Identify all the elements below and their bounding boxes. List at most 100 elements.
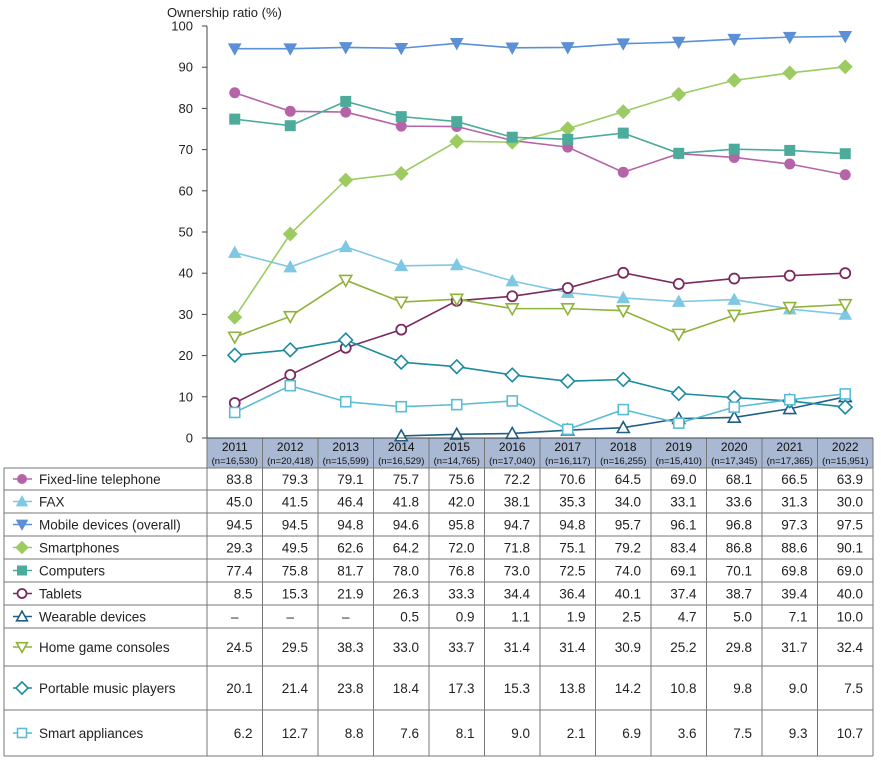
y-tick-label: 20 <box>179 348 193 363</box>
year-label: 2015 <box>443 440 470 454</box>
legend-label-smartphones: Smartphones <box>39 541 120 556</box>
table-cell-value: 30.9 <box>615 640 641 655</box>
table-cell-value: 86.8 <box>726 541 752 556</box>
data-point-tablets <box>839 267 852 280</box>
data-point-smartphones <box>560 121 576 137</box>
sample-size-label: (n=16,530) <box>212 456 258 467</box>
table-cell-value: 2.1 <box>567 726 586 741</box>
table-cell-value: 33.7 <box>448 640 474 655</box>
data-point-smartphones <box>449 133 465 149</box>
sample-size-label: (n=14,765) <box>434 456 480 467</box>
table-cell-value: 3.6 <box>678 726 697 741</box>
year-label: 2018 <box>610 440 637 454</box>
data-point-mobile-devices-overall <box>283 43 298 56</box>
table-cell-value: 9.0 <box>789 681 808 696</box>
y-tick-label: 100 <box>171 19 193 34</box>
table-cell-value: 83.4 <box>670 541 697 556</box>
table-cell-value: 69.0 <box>837 564 863 579</box>
data-point-tablets <box>284 369 297 381</box>
data-point-portable-music-players <box>559 373 576 390</box>
data-point-tablets <box>561 282 574 294</box>
table-cell-value: 95.7 <box>615 518 641 533</box>
y-tick-label: 30 <box>179 307 193 322</box>
data-point-fixed-line-telephone <box>617 166 629 178</box>
data-point-computers <box>284 120 296 132</box>
data-point-smartphones <box>615 104 631 120</box>
sample-size-label: (n=15,410) <box>656 456 702 467</box>
table-cell-value: 23.8 <box>337 681 363 696</box>
data-point-fax <box>671 294 686 307</box>
series-line-fax <box>234 245 846 316</box>
table-cell-value: 33.0 <box>393 640 419 655</box>
table-cell-value: 64.2 <box>393 541 419 556</box>
table-cell-value: 29.5 <box>282 640 308 655</box>
table-cell-value: 7.1 <box>789 610 808 625</box>
table-cell-value: 31.4 <box>504 640 531 655</box>
table-cell-value: 41.8 <box>393 495 419 510</box>
table-cell-value: 7.5 <box>844 681 863 696</box>
table-cell-value: 94.5 <box>226 518 252 533</box>
data-point-computers <box>673 147 685 159</box>
table-cell-value: 77.4 <box>226 564 253 579</box>
data-point-mobile-devices-overall <box>394 42 409 56</box>
legend-label-fax: FAX <box>39 495 65 510</box>
y-tick-label: 70 <box>179 142 193 157</box>
data-point-tablets <box>672 278 685 290</box>
legend-marker-smartphones <box>15 540 29 555</box>
y-tick-label: 40 <box>179 266 193 281</box>
y-tick-label: 80 <box>179 101 193 116</box>
data-point-fax <box>616 290 631 304</box>
table-cell-value: 71.8 <box>504 541 530 556</box>
sample-size-label: (n=16,255) <box>600 456 646 467</box>
year-label: 2011 <box>222 440 248 454</box>
table-cell-value: 96.1 <box>670 518 696 533</box>
data-point-smart-appliances <box>672 417 685 429</box>
table-cell-value: 42.0 <box>448 495 474 510</box>
table-cell-value: 37.4 <box>670 587 697 602</box>
data-point-fax <box>227 245 242 258</box>
data-point-portable-music-players <box>393 354 410 371</box>
table-cell-value: 69.8 <box>781 564 807 579</box>
series-line-mobile-devices-overall <box>234 35 846 50</box>
data-point-fax <box>394 258 409 272</box>
data-point-smart-appliances <box>228 406 241 419</box>
data-point-mobile-devices-overall <box>505 42 520 55</box>
table-cell-value: 81.7 <box>337 564 363 579</box>
year-label: 2014 <box>388 440 415 454</box>
legend-label-tablets: Tablets <box>39 587 82 602</box>
data-point-home-game-consoles <box>837 298 853 313</box>
table-cell-value: 31.4 <box>559 640 586 655</box>
legend-label-smart-appliances: Smart appliances <box>39 726 144 741</box>
table-cell-value: 2.5 <box>622 610 641 625</box>
data-point-portable-music-players <box>504 367 521 383</box>
table-cell-value: 94.8 <box>337 518 363 533</box>
data-point-smart-appliances <box>395 400 408 413</box>
table-cell-value: 13.8 <box>559 681 585 696</box>
y-tick-label: 60 <box>179 183 193 198</box>
data-point-smartphones <box>726 72 742 88</box>
table-cell-value: 26.3 <box>393 587 419 602</box>
data-point-portable-music-players <box>337 332 354 348</box>
table-cell-value: 21.9 <box>337 587 363 602</box>
table-cell-value: 6.2 <box>234 726 253 741</box>
data-point-tablets <box>228 397 241 409</box>
table-cell-value: 17.3 <box>448 681 474 696</box>
table-cell-value: 15.3 <box>282 587 308 602</box>
table-cell-value: 8.8 <box>345 726 364 741</box>
series-line-computers <box>234 100 846 155</box>
table-cell-value: 97.3 <box>781 518 807 533</box>
data-point-fax <box>727 292 742 305</box>
table-cell-value: 94.7 <box>504 518 530 533</box>
table-cell-value: 12.7 <box>282 726 308 741</box>
data-point-mobile-devices-overall <box>227 43 242 56</box>
series-line-portable-music-players <box>234 339 846 408</box>
table-cell-value: 24.5 <box>226 640 252 655</box>
legend-marker-fax <box>15 495 29 507</box>
data-point-smartphones <box>338 172 354 188</box>
table-cell-value: 29.8 <box>726 640 752 655</box>
table-cell-value: 0.5 <box>400 610 419 625</box>
data-point-smart-appliances <box>839 388 852 400</box>
table-cell-value: 35.3 <box>559 495 585 510</box>
table-cell-value: 41.5 <box>282 495 308 510</box>
